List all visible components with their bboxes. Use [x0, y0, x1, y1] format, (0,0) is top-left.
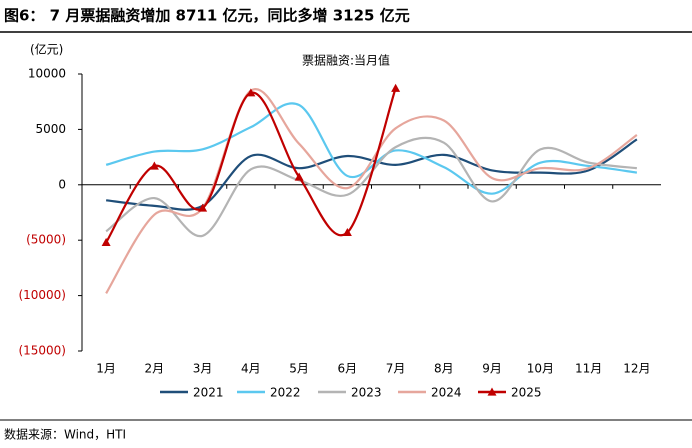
legend-label: 2022: [270, 386, 301, 400]
legend-label: 2023: [351, 386, 382, 400]
legend-marker: [487, 387, 497, 396]
series-line: [105, 138, 638, 211]
legend-label: 2024: [431, 386, 462, 400]
x-tick-label: 6月: [338, 362, 358, 376]
source: 数据来源：Wind，HTI: [4, 427, 126, 442]
y-tick-label: (10000): [18, 288, 66, 302]
x-tick-label: 12月: [623, 362, 650, 376]
page-title: 图6： 7 月票据融资增加 8711 亿元，同比多增 3125 亿元: [4, 7, 410, 25]
x-tick-label: 11月: [575, 362, 602, 376]
x-tick-label: 10月: [527, 362, 554, 376]
y-tick-label: 5000: [35, 122, 66, 136]
x-tick-label: 4月: [241, 362, 261, 376]
y-axis-label: (亿元): [30, 42, 63, 57]
point-marker: [198, 203, 208, 212]
point-marker: [294, 172, 304, 181]
y-tick-label: 0: [58, 177, 66, 191]
y-tick-label: 10000: [28, 67, 66, 81]
point-marker: [342, 227, 352, 237]
x-tick-label: 7月: [386, 362, 406, 376]
x-tick-label: 2月: [145, 362, 165, 376]
chart-title: 票据融资:当月值: [302, 53, 390, 68]
point-marker: [246, 88, 256, 97]
point-marker: [149, 161, 159, 170]
y-tick-label: (15000): [18, 344, 66, 358]
y-tick-label: (5000): [26, 233, 66, 247]
x-tick-label: 3月: [193, 362, 213, 376]
point-marker: [101, 237, 111, 247]
x-tick-label: 8月: [434, 362, 454, 376]
series-line: [105, 88, 638, 294]
x-tick-label: 1月: [96, 362, 116, 376]
legend-label: 2021: [193, 386, 224, 400]
x-tick-label: 5月: [289, 362, 309, 376]
legend-label: 2025: [511, 386, 542, 400]
x-tick-label: 9月: [482, 362, 502, 376]
point-marker: [391, 83, 401, 92]
